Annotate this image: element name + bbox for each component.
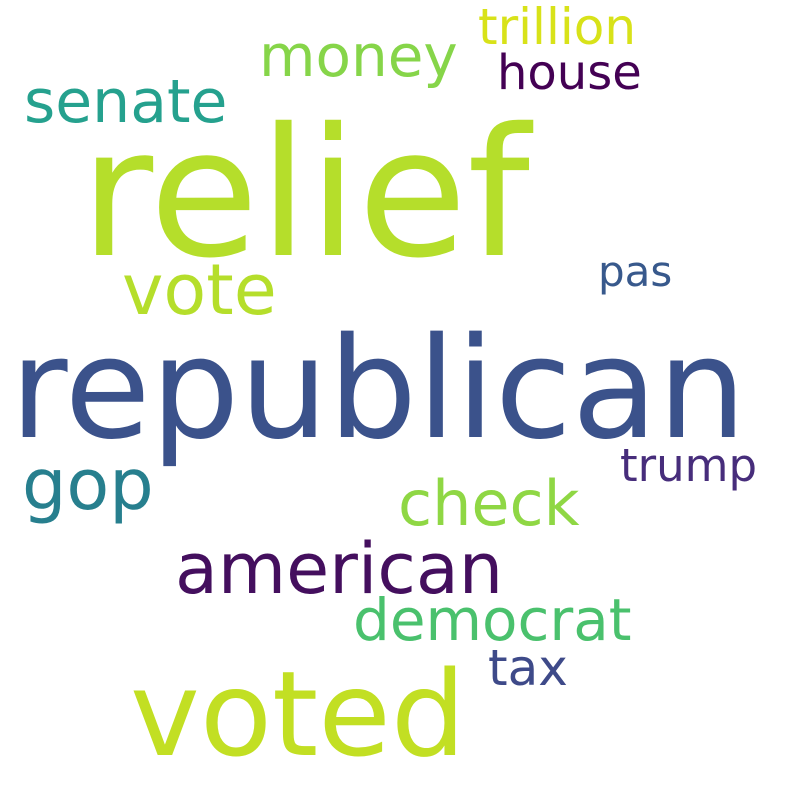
word-money: money (259, 22, 458, 90)
word-trump: trump (620, 439, 758, 492)
word-tax: tax (488, 639, 568, 697)
word-democrat: democrat (353, 586, 632, 654)
word-trillion: trillion (478, 0, 637, 56)
word-house: house (497, 45, 642, 101)
word-relief: relief (80, 90, 530, 297)
word-check: check (398, 467, 580, 540)
word-pas: pas (598, 247, 673, 296)
word-vote: vote (122, 249, 277, 331)
word-gop: gop (22, 444, 154, 526)
word-american: american (175, 528, 504, 610)
word-senate: senate (24, 67, 228, 137)
word-republican: republican (10, 308, 747, 471)
word-voted: voted (130, 645, 466, 783)
